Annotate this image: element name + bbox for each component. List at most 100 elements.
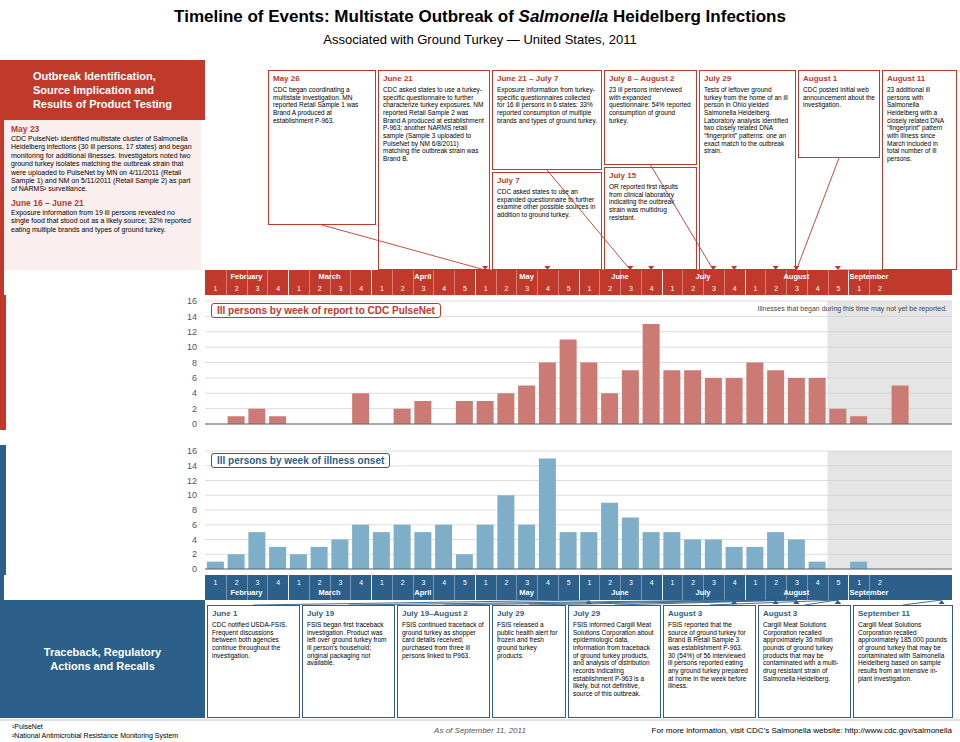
svg-text:0: 0 xyxy=(192,564,197,574)
html-text:June: June xyxy=(611,588,629,597)
svg-text:10: 10 xyxy=(187,490,197,500)
html-text:FSIS continued traceback of gr: FSIS continued traceback of ground turke… xyxy=(402,621,484,659)
html-text:June: June xyxy=(611,272,629,281)
svg-text:12: 12 xyxy=(187,476,197,486)
html-text:July 29: July 29 xyxy=(573,609,601,618)
html-text:July: July xyxy=(695,272,711,281)
html-text:August 3: August 3 xyxy=(668,609,703,618)
html-text:August: August xyxy=(783,588,810,597)
svg-text:10: 10 xyxy=(187,342,197,352)
html-text:Outbreak Identification, Sourc: Outbreak Identification, Source Implicat… xyxy=(32,70,173,110)
html-text:CDC began coordinating a multi: CDC began coordinating a multistate inve… xyxy=(273,86,359,124)
html-text:CDC notified USDA-FSIS. Freque: CDC notified USDA-FSIS. Frequent discuss… xyxy=(212,621,288,659)
html-text:June 21: June 21 xyxy=(383,74,413,83)
html-text:Traceback, Regulatory Actions: Traceback, Regulatory Actions and Recall… xyxy=(43,646,162,672)
html-text:Associated with Ground Turkey: Associated with Ground Turkey — United S… xyxy=(323,32,637,47)
svg-text:4: 4 xyxy=(192,388,197,398)
html-text:Tests of leftover ground turke: Tests of leftover ground turkey from the… xyxy=(704,86,789,155)
html-text:April: April xyxy=(414,588,432,597)
html-text:5: 5 xyxy=(462,285,467,292)
html-text:May: May xyxy=(519,588,534,597)
html-text:1: 1 xyxy=(379,285,384,292)
html-text:FSIS began first traceback inv: FSIS began first traceback investigation… xyxy=(307,621,387,667)
svg-text:6: 6 xyxy=(192,520,197,530)
html-text:September 11: September 11 xyxy=(858,609,910,618)
html-text:2: 2 xyxy=(317,285,322,292)
html-text:July: July xyxy=(695,588,711,597)
html-text:July 29: July 29 xyxy=(497,609,525,618)
html-text:4: 4 xyxy=(359,285,364,292)
html-text:Exposure information from turk: Exposure information from turkey-specifi… xyxy=(497,86,597,124)
html-text:July 15: July 15 xyxy=(609,171,637,180)
html-text:April: April xyxy=(414,272,432,281)
svg-text:8: 8 xyxy=(192,505,197,515)
html-text:2: 2 xyxy=(400,285,405,292)
html-text:2: 2 xyxy=(504,285,509,292)
html-text:June 1: June 1 xyxy=(212,609,238,618)
html-text:23 ill persons interviewed wit: 23 ill persons interviewed with expanded… xyxy=(609,86,691,124)
html-text:August: August xyxy=(783,272,810,281)
html-text:1: 1 xyxy=(213,285,218,292)
html-text:August 3: August 3 xyxy=(763,609,798,618)
html-text:1: 1 xyxy=(296,285,301,292)
html-text:May: May xyxy=(519,272,534,281)
html-text:3: 3 xyxy=(421,285,426,292)
html-text:July 7: July 7 xyxy=(497,176,520,185)
html-text:February: February xyxy=(230,272,263,281)
html-text:Ill persons by week of illness: Ill persons by week of illness onset xyxy=(217,455,385,466)
html-text:Exposure information from 19 i: Exposure information from 19 ill persons… xyxy=(11,208,191,233)
html-text:4: 4 xyxy=(442,285,447,292)
html-text:July 19: July 19 xyxy=(307,609,335,618)
svg-text:14: 14 xyxy=(187,312,197,322)
html-text:June 16 – June 21: June 16 – June 21 xyxy=(11,197,84,208)
html-text:CDC posted initial web announc: CDC posted initial web announcement abou… xyxy=(803,86,875,109)
html-text:3: 3 xyxy=(338,285,343,292)
svg-text:6: 6 xyxy=(192,373,197,383)
html-text:March: March xyxy=(318,588,341,597)
html-text:4: 4 xyxy=(545,285,550,292)
html-text:September: September xyxy=(849,272,889,281)
html-text:3: 3 xyxy=(255,285,260,292)
html-text:February: February xyxy=(230,588,263,597)
html-text:July 29: July 29 xyxy=(704,74,732,83)
svg-text:12: 12 xyxy=(187,327,197,337)
html-text:FSIS released a public health: FSIS released a public health alert for … xyxy=(497,621,558,659)
html-text:September: September xyxy=(849,588,889,597)
html-text:Cargill Meat Solutions Corpora: Cargill Meat Solutions Corporation recal… xyxy=(763,621,839,682)
html-text:Cargill Meat Solutions Corpora: Cargill Meat Solutions Corporation recal… xyxy=(858,621,947,682)
svg-text:Illnesses that began during th: Illnesses that began during this time ma… xyxy=(758,305,948,313)
html-text:²National Antimicrobial Resist: ²National Antimicrobial Resistance Monit… xyxy=(12,732,179,739)
html-text:4: 4 xyxy=(276,285,281,292)
html-text:1: 1 xyxy=(483,285,488,292)
svg-text:0: 0 xyxy=(192,419,197,429)
svg-text:2: 2 xyxy=(192,404,197,414)
svg-text:16: 16 xyxy=(187,446,197,456)
html-text:For more information, visit CD: For more information, visit CDC’s Salmon… xyxy=(651,726,952,735)
html-text:CDC PulseNet¹ identified multi: CDC PulseNet¹ identified multistate clus… xyxy=(11,135,192,193)
html-text:FSIS reported that the source: FSIS reported that the source of ground … xyxy=(668,621,748,690)
svg-text:2: 2 xyxy=(192,549,197,559)
svg-text:16: 16 xyxy=(187,296,197,306)
html-text:Timeline of Events: Multistate: Timeline of Events: Multistate Outbreak … xyxy=(174,7,786,26)
svg-text:14: 14 xyxy=(187,461,197,471)
html-text:July 8 – August 2: July 8 – August 2 xyxy=(609,74,675,83)
svg-text:8: 8 xyxy=(192,358,197,368)
html-text:FSIS informed Cargill Meat Sol: FSIS informed Cargill Meat Solutions Cor… xyxy=(573,621,654,697)
html-text:May 23: May 23 xyxy=(11,124,40,134)
html-text:May 26: May 26 xyxy=(273,74,300,83)
html-text:August 1: August 1 xyxy=(803,74,838,83)
html-text:23 additional ill persons with: 23 additional ill persons with Salmonell… xyxy=(887,86,944,162)
html-text:2: 2 xyxy=(234,285,239,292)
html-text:June 21 – July 7: June 21 – July 7 xyxy=(497,74,559,83)
html-text:July 19–August 2: July 19–August 2 xyxy=(402,609,468,618)
html-text:¹PulseNet: ¹PulseNet xyxy=(12,723,43,730)
html-text:CDC asked states to use a turk: CDC asked states to use a turkey-specifi… xyxy=(383,86,484,162)
html-text:3: 3 xyxy=(525,285,530,292)
html-text:CDC asked states to use an exp: CDC asked states to use an expanded ques… xyxy=(497,188,596,218)
html-text:August 11: August 11 xyxy=(887,74,926,83)
html-text:March: March xyxy=(318,272,341,281)
svg-text:4: 4 xyxy=(192,535,197,545)
html-text:As of September 11, 2011: As of September 11, 2011 xyxy=(434,726,526,735)
html-text:Ill persons by week of report: Ill persons by week of report to CDC Pul… xyxy=(217,305,435,316)
html-text:OR reported first results from: OR reported first results from clinical … xyxy=(609,183,678,221)
